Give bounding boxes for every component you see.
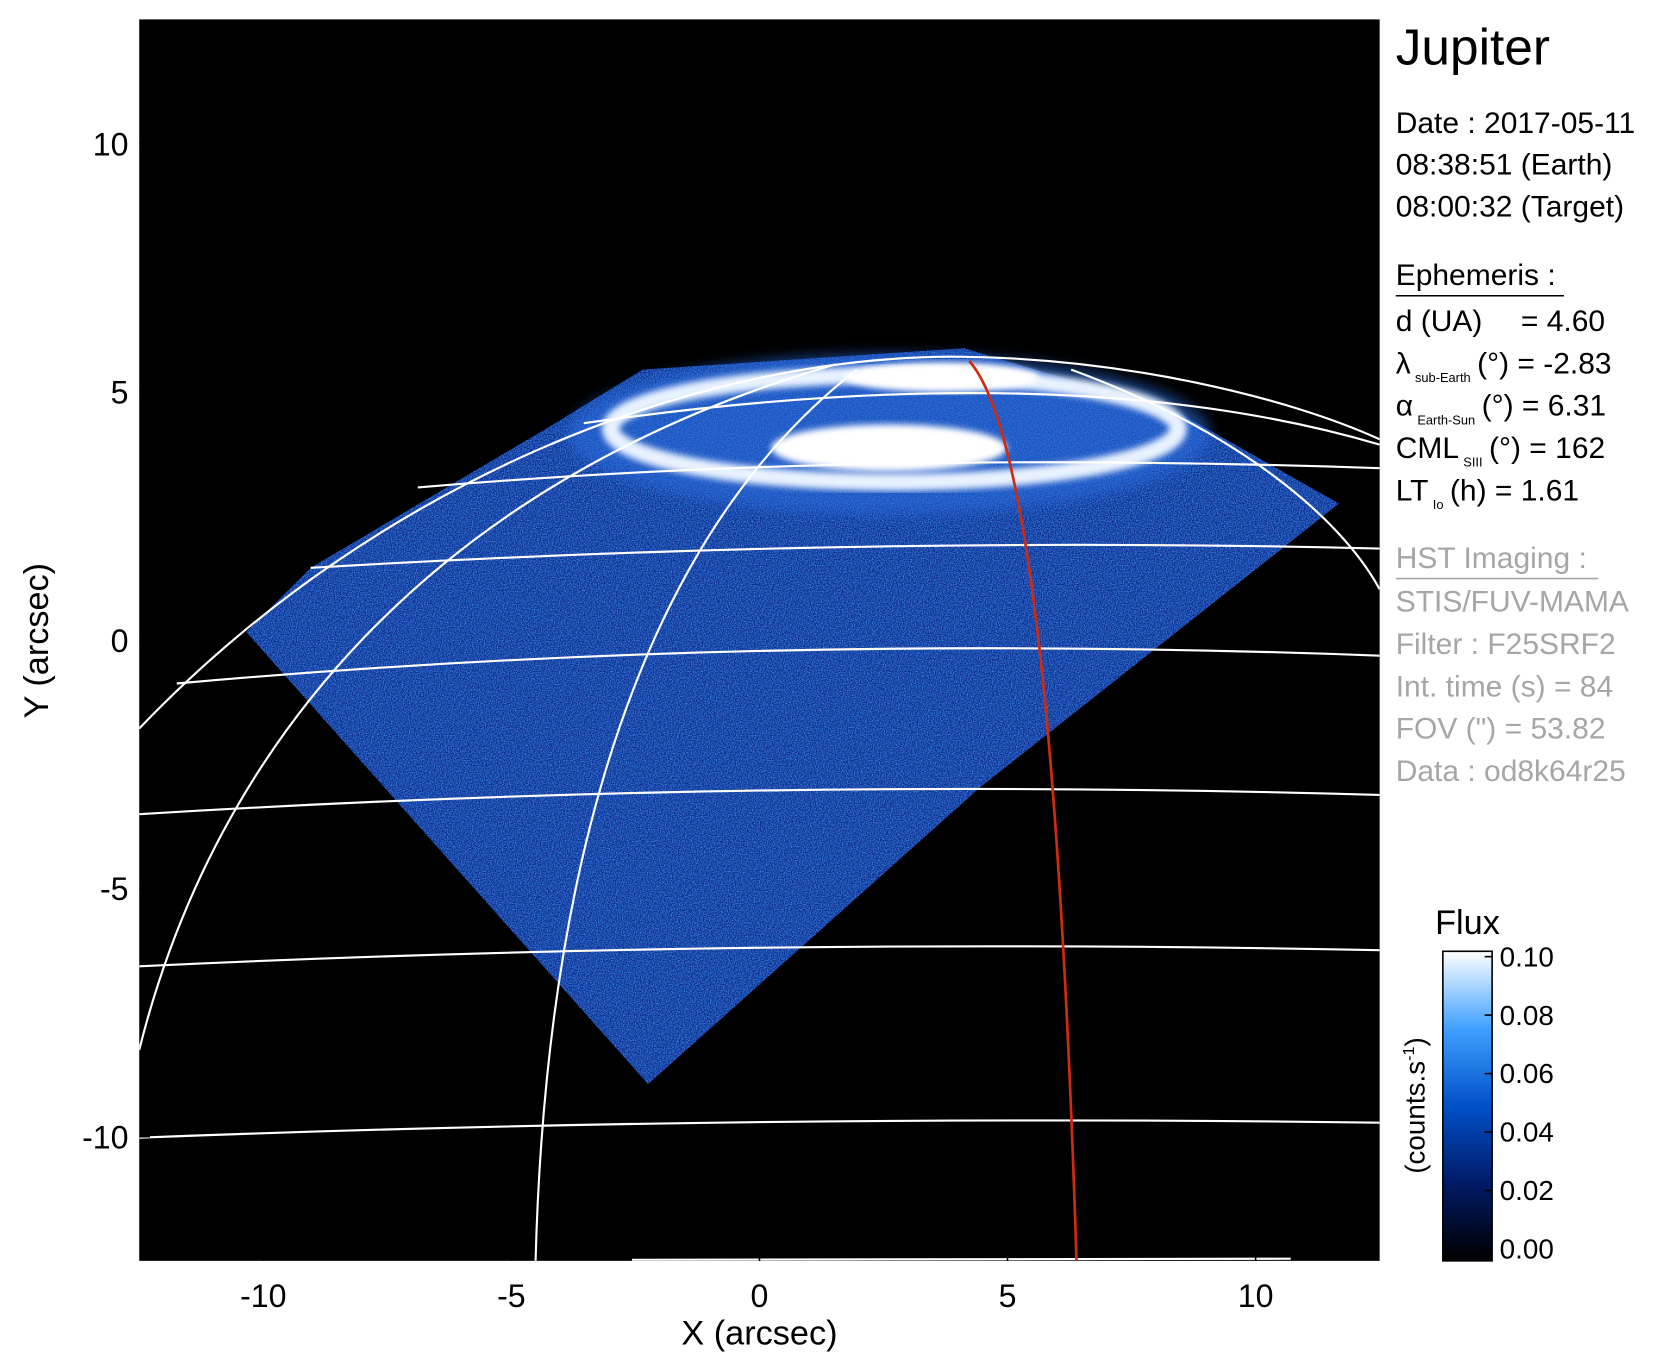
unit-text: (counts.s	[1400, 1061, 1431, 1174]
image	[139, 348, 1380, 1261]
colorbar-unit: (counts.s-1)	[1400, 1037, 1431, 1174]
ephemeris-value: (°) = -2.83	[1477, 347, 1611, 380]
y-tick-label: -5	[100, 871, 129, 907]
colorbar-tick-label: 0.06	[1500, 1058, 1554, 1089]
colorbar-tick-label: 0.10	[1500, 941, 1554, 972]
latitude-line	[139, 1119, 1380, 1139]
unit-text: )	[1400, 1037, 1431, 1046]
aurora-core	[771, 424, 1007, 472]
hst-info: STIS/FUV-MAMA Filter : F25SRF2 Int. time (…	[1396, 586, 1629, 788]
ephemeris-symbol: CML	[1396, 432, 1459, 465]
y-tick-label: 10	[93, 126, 129, 162]
hst-row: Data : od8k64r25	[1396, 755, 1626, 788]
latitude-line	[631, 1257, 1291, 1261]
colorbar-ticks: 0.00 0.02 0.04 0.06 0.08 0.10	[1484, 941, 1554, 1265]
unit-sup: -1	[1400, 1046, 1418, 1060]
ephemeris-value: = 4.60	[1521, 305, 1605, 338]
date: Date : 2017-05-11	[1396, 107, 1635, 140]
ephemeris-row: α Earth-Sun (°) = 6.31	[1396, 390, 1606, 428]
y-axis-label: Y (arcsec)	[18, 563, 56, 719]
ephemeris-row: d (UA) = 4.60	[1396, 305, 1605, 338]
latitude-line	[176, 647, 1380, 685]
aurora-cusp	[846, 362, 1040, 393]
ephemeris-value: (h) = 1.61	[1450, 474, 1579, 507]
x-axis-label: X (arcsec)	[681, 1314, 837, 1352]
colorbar-tick-label: 0.02	[1500, 1175, 1554, 1206]
ephemeris: d (UA) = 4.60 λ sub-Earth (°) = -2.83 α Earth-…	[1396, 305, 1612, 512]
hst-row: Filter : F25SRF2	[1396, 628, 1616, 661]
ephemeris-row: λ sub-Earth (°) = -2.83	[1396, 347, 1612, 385]
ephemeris-symbol: λ	[1396, 347, 1411, 380]
colorbar-tick-label: 0.08	[1500, 1000, 1554, 1031]
x-tick-label: -10	[240, 1278, 286, 1314]
x-tick-label: 10	[1238, 1278, 1274, 1314]
ephemeris-symbol: d (UA)	[1396, 305, 1483, 338]
latitude-line	[310, 543, 1380, 569]
image-noise	[246, 348, 1339, 1085]
y-tick-label: -10	[82, 1119, 128, 1155]
hst-row: STIS/FUV-MAMA	[1396, 586, 1629, 619]
ephemeris-symbol: LT	[1396, 474, 1429, 507]
ephemeris-row: LT Io (h) = 1.61	[1396, 474, 1579, 512]
colorbar-tick-label: 0.00	[1500, 1234, 1554, 1265]
ephemeris-row: CML SIII (°) = 162	[1396, 432, 1605, 470]
ephemeris-subscript: sub-Earth	[1415, 370, 1471, 385]
x-tick-label: 0	[751, 1278, 769, 1314]
x-tick-label: -5	[497, 1278, 526, 1314]
latitude-line	[139, 787, 1380, 816]
longitude-line	[534, 368, 858, 1261]
hst-row: FOV (") = 53.82	[1396, 713, 1606, 746]
colorbar-tick-label: 0.04	[1500, 1117, 1554, 1148]
hst-row: Int. time (s) = 84	[1396, 670, 1613, 703]
ephemeris-subscript: Earth-Sun	[1417, 412, 1475, 427]
colorbar-label: Flux	[1435, 904, 1500, 942]
ephemeris-subscript: SIII	[1463, 455, 1482, 470]
cml-meridian	[968, 360, 1078, 1261]
x-tick-label: 5	[999, 1278, 1017, 1314]
latitude-line	[139, 945, 1380, 968]
y-tick-label: 0	[111, 623, 129, 659]
grid-overlay	[139, 355, 1380, 1261]
colorbar	[1442, 950, 1493, 1262]
time-earth: 08:38:51 (Earth)	[1396, 149, 1613, 182]
time-target: 08:00:32 (Target)	[1396, 190, 1624, 223]
limb	[139, 355, 1380, 730]
hst-title: HST Imaging :	[1396, 542, 1587, 575]
ephemeris-value: (°) = 162	[1489, 432, 1605, 465]
longitude-line	[139, 363, 836, 1051]
ephemeris-title: Ephemeris :	[1396, 259, 1556, 292]
latitude-line	[417, 461, 1380, 489]
longitude-line	[1070, 368, 1380, 590]
ephemeris-value: (°) = 6.31	[1482, 390, 1607, 423]
y-tick-label: 5	[111, 375, 129, 411]
ephemeris-subscript: Io	[1433, 497, 1444, 512]
title: Jupiter	[1396, 17, 1550, 75]
axis-ticks: -10 -5 0 5 10 -10 -5 0 5 10	[82, 126, 1273, 1314]
ephemeris-symbol: α	[1396, 390, 1413, 423]
latitude-line	[583, 392, 1380, 446]
